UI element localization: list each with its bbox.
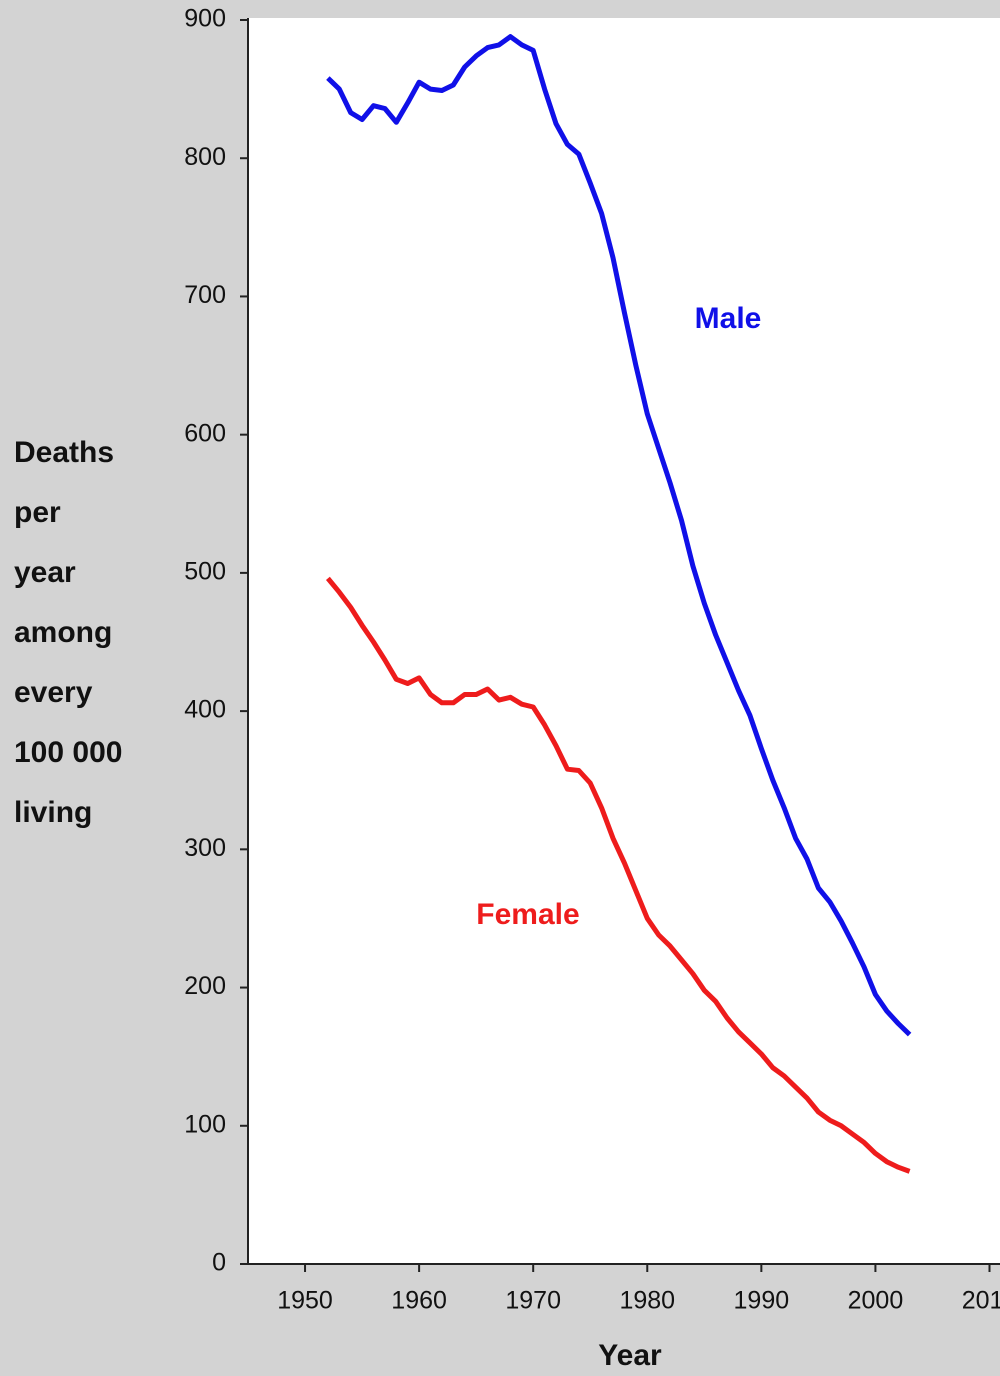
- x-tick-label: 1950: [277, 1287, 333, 1315]
- y-tick-label: 400: [184, 696, 226, 724]
- plot-area: [248, 18, 1000, 1264]
- y-tick-label: 600: [184, 419, 226, 447]
- series-label: Male: [695, 302, 762, 335]
- y-tick-label: 500: [184, 557, 226, 585]
- x-axis-label: Year: [598, 1339, 662, 1372]
- series-label: Female: [476, 898, 579, 931]
- y-axis-label: year: [14, 556, 76, 589]
- y-tick-label: 100: [184, 1110, 226, 1138]
- y-axis-label: living: [14, 796, 92, 829]
- x-tick-label: 1970: [505, 1287, 561, 1315]
- y-tick-label: 200: [184, 972, 226, 1000]
- series-line: [325, 576, 911, 1174]
- x-tick-label: 2000: [848, 1287, 904, 1315]
- x-tick-label: 1980: [619, 1287, 675, 1315]
- y-axis-label: every: [14, 676, 93, 709]
- x-tick-label: 2010: [962, 1287, 1000, 1315]
- x-tick-label: 1990: [734, 1287, 790, 1315]
- y-tick-label: 900: [184, 5, 226, 33]
- y-tick-label: 700: [184, 281, 226, 309]
- y-axis-label: per: [14, 496, 61, 529]
- y-tick-label: 800: [184, 143, 226, 171]
- y-axis-label: 100 000: [14, 736, 122, 769]
- series-line: [326, 34, 912, 1037]
- y-tick-label: 0: [212, 1249, 226, 1277]
- y-axis-label: Deaths: [14, 436, 114, 469]
- y-axis-label: among: [14, 616, 112, 649]
- y-tick-label: 300: [184, 834, 226, 862]
- x-tick-label: 1960: [391, 1287, 447, 1315]
